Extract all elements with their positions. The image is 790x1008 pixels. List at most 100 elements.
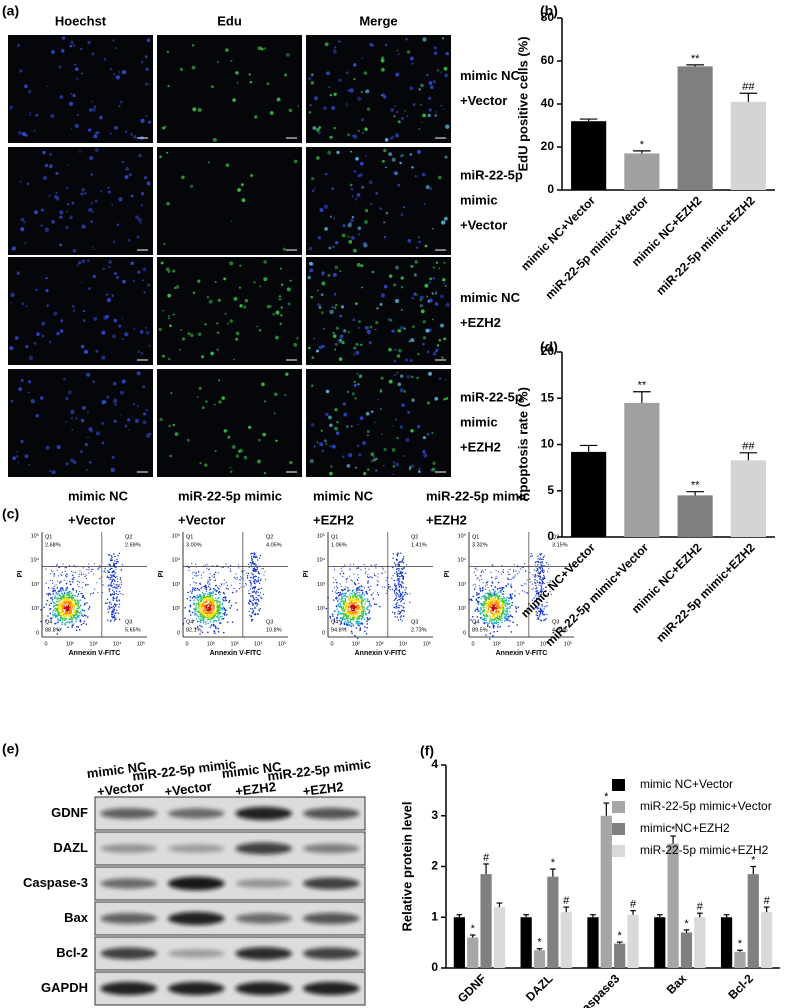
event-dot <box>402 596 403 597</box>
event-dot <box>398 582 399 583</box>
edu-dot <box>311 177 314 180</box>
event-dot <box>378 594 380 596</box>
edu-dot <box>360 264 363 267</box>
event-dot <box>195 607 197 609</box>
event-dot <box>354 592 355 593</box>
edu-dot <box>347 235 349 237</box>
event-dot <box>537 558 538 559</box>
event-dot <box>334 569 335 570</box>
event-dot <box>358 583 359 584</box>
significance-mark: # <box>764 895 771 907</box>
nucleus-dot <box>25 454 29 458</box>
event-dot <box>256 581 257 582</box>
legend-label: miR-22-5p mimic+Vector <box>640 799 772 813</box>
nucleus-dot <box>55 192 57 194</box>
event-dot <box>93 592 95 594</box>
event-dot <box>206 589 208 591</box>
nucleus-dot <box>418 236 420 238</box>
event-dot <box>57 587 59 589</box>
event-dot <box>88 584 89 585</box>
event-dot <box>58 620 60 622</box>
event-dot <box>115 618 116 619</box>
event-dot <box>203 622 205 624</box>
event-dot <box>400 616 401 617</box>
event-dot <box>364 630 366 632</box>
event-dot <box>57 570 58 571</box>
nucleus-dot <box>148 121 151 124</box>
y-tick-label: 15 <box>541 390 555 404</box>
event-dot <box>120 579 121 580</box>
event-dot <box>353 574 354 575</box>
event-dot <box>255 599 256 600</box>
protein-label: Bax <box>64 910 89 925</box>
nucleus-dot <box>369 341 372 344</box>
nucleus-dot <box>388 152 392 156</box>
event-dot <box>55 592 57 594</box>
nucleus-dot <box>429 281 431 283</box>
edu-dot <box>218 299 221 302</box>
edu-dot <box>310 296 313 299</box>
edu-dot <box>244 456 248 460</box>
nucleus-dot <box>87 259 90 262</box>
nucleus-dot <box>379 207 381 209</box>
nucleus-dot <box>133 280 135 282</box>
event-dot <box>490 605 492 607</box>
event-dot <box>480 607 482 609</box>
nucleus-dot <box>69 102 73 106</box>
edu-dot <box>432 462 435 465</box>
nucleus-dot <box>321 450 324 453</box>
event-dot <box>260 578 261 579</box>
event-dot <box>394 590 395 591</box>
event-dot <box>511 583 512 584</box>
y-tick-label: 10⁴ <box>458 557 467 564</box>
event-dot <box>345 598 347 600</box>
edu-dot <box>159 156 161 158</box>
event-dot <box>78 617 80 619</box>
nucleus-dot <box>41 209 44 212</box>
nucleus-dot <box>133 403 135 405</box>
event-dot <box>191 592 193 594</box>
event-dot <box>364 626 366 628</box>
event-dot <box>97 592 98 593</box>
event-dot <box>487 622 489 624</box>
event-dot <box>65 590 67 592</box>
edu-dot <box>182 337 185 340</box>
event-dot <box>253 610 254 611</box>
edu-dot <box>417 353 419 355</box>
event-dot <box>357 592 359 594</box>
nucleus-dot <box>28 392 30 394</box>
event-dot <box>485 585 486 586</box>
event-dot <box>73 605 75 607</box>
nucleus-dot <box>90 430 92 432</box>
nucleus-dot <box>148 83 150 85</box>
nucleus-dot <box>397 184 400 187</box>
event-dot <box>357 589 359 591</box>
event-dot <box>212 598 214 600</box>
nucleus-dot <box>51 50 55 54</box>
event-dot <box>497 606 499 608</box>
event-dot <box>346 613 348 615</box>
event-dot <box>228 589 229 590</box>
nucleus-dot <box>357 445 359 447</box>
event-dot <box>78 576 79 577</box>
event-dot <box>206 605 208 607</box>
event-dot <box>118 613 119 614</box>
y-tick-label: 10⁵ <box>31 532 39 539</box>
edu-dot <box>264 400 266 402</box>
nucleus-dot <box>120 101 123 104</box>
event-dot <box>57 614 59 616</box>
event-dot <box>368 601 370 603</box>
blot-strip <box>95 902 365 935</box>
nucleus-dot <box>333 332 335 334</box>
event-dot <box>113 563 114 564</box>
nucleus-dot <box>142 279 144 281</box>
plot-title: +Vector <box>178 512 225 527</box>
event-dot <box>74 614 76 616</box>
event-dot <box>215 594 216 595</box>
edu-dot <box>170 392 172 394</box>
event-dot <box>118 584 119 585</box>
nucleus-dot <box>385 167 387 169</box>
event-dot <box>218 620 220 622</box>
bar <box>731 460 766 537</box>
event-dot <box>368 609 370 611</box>
